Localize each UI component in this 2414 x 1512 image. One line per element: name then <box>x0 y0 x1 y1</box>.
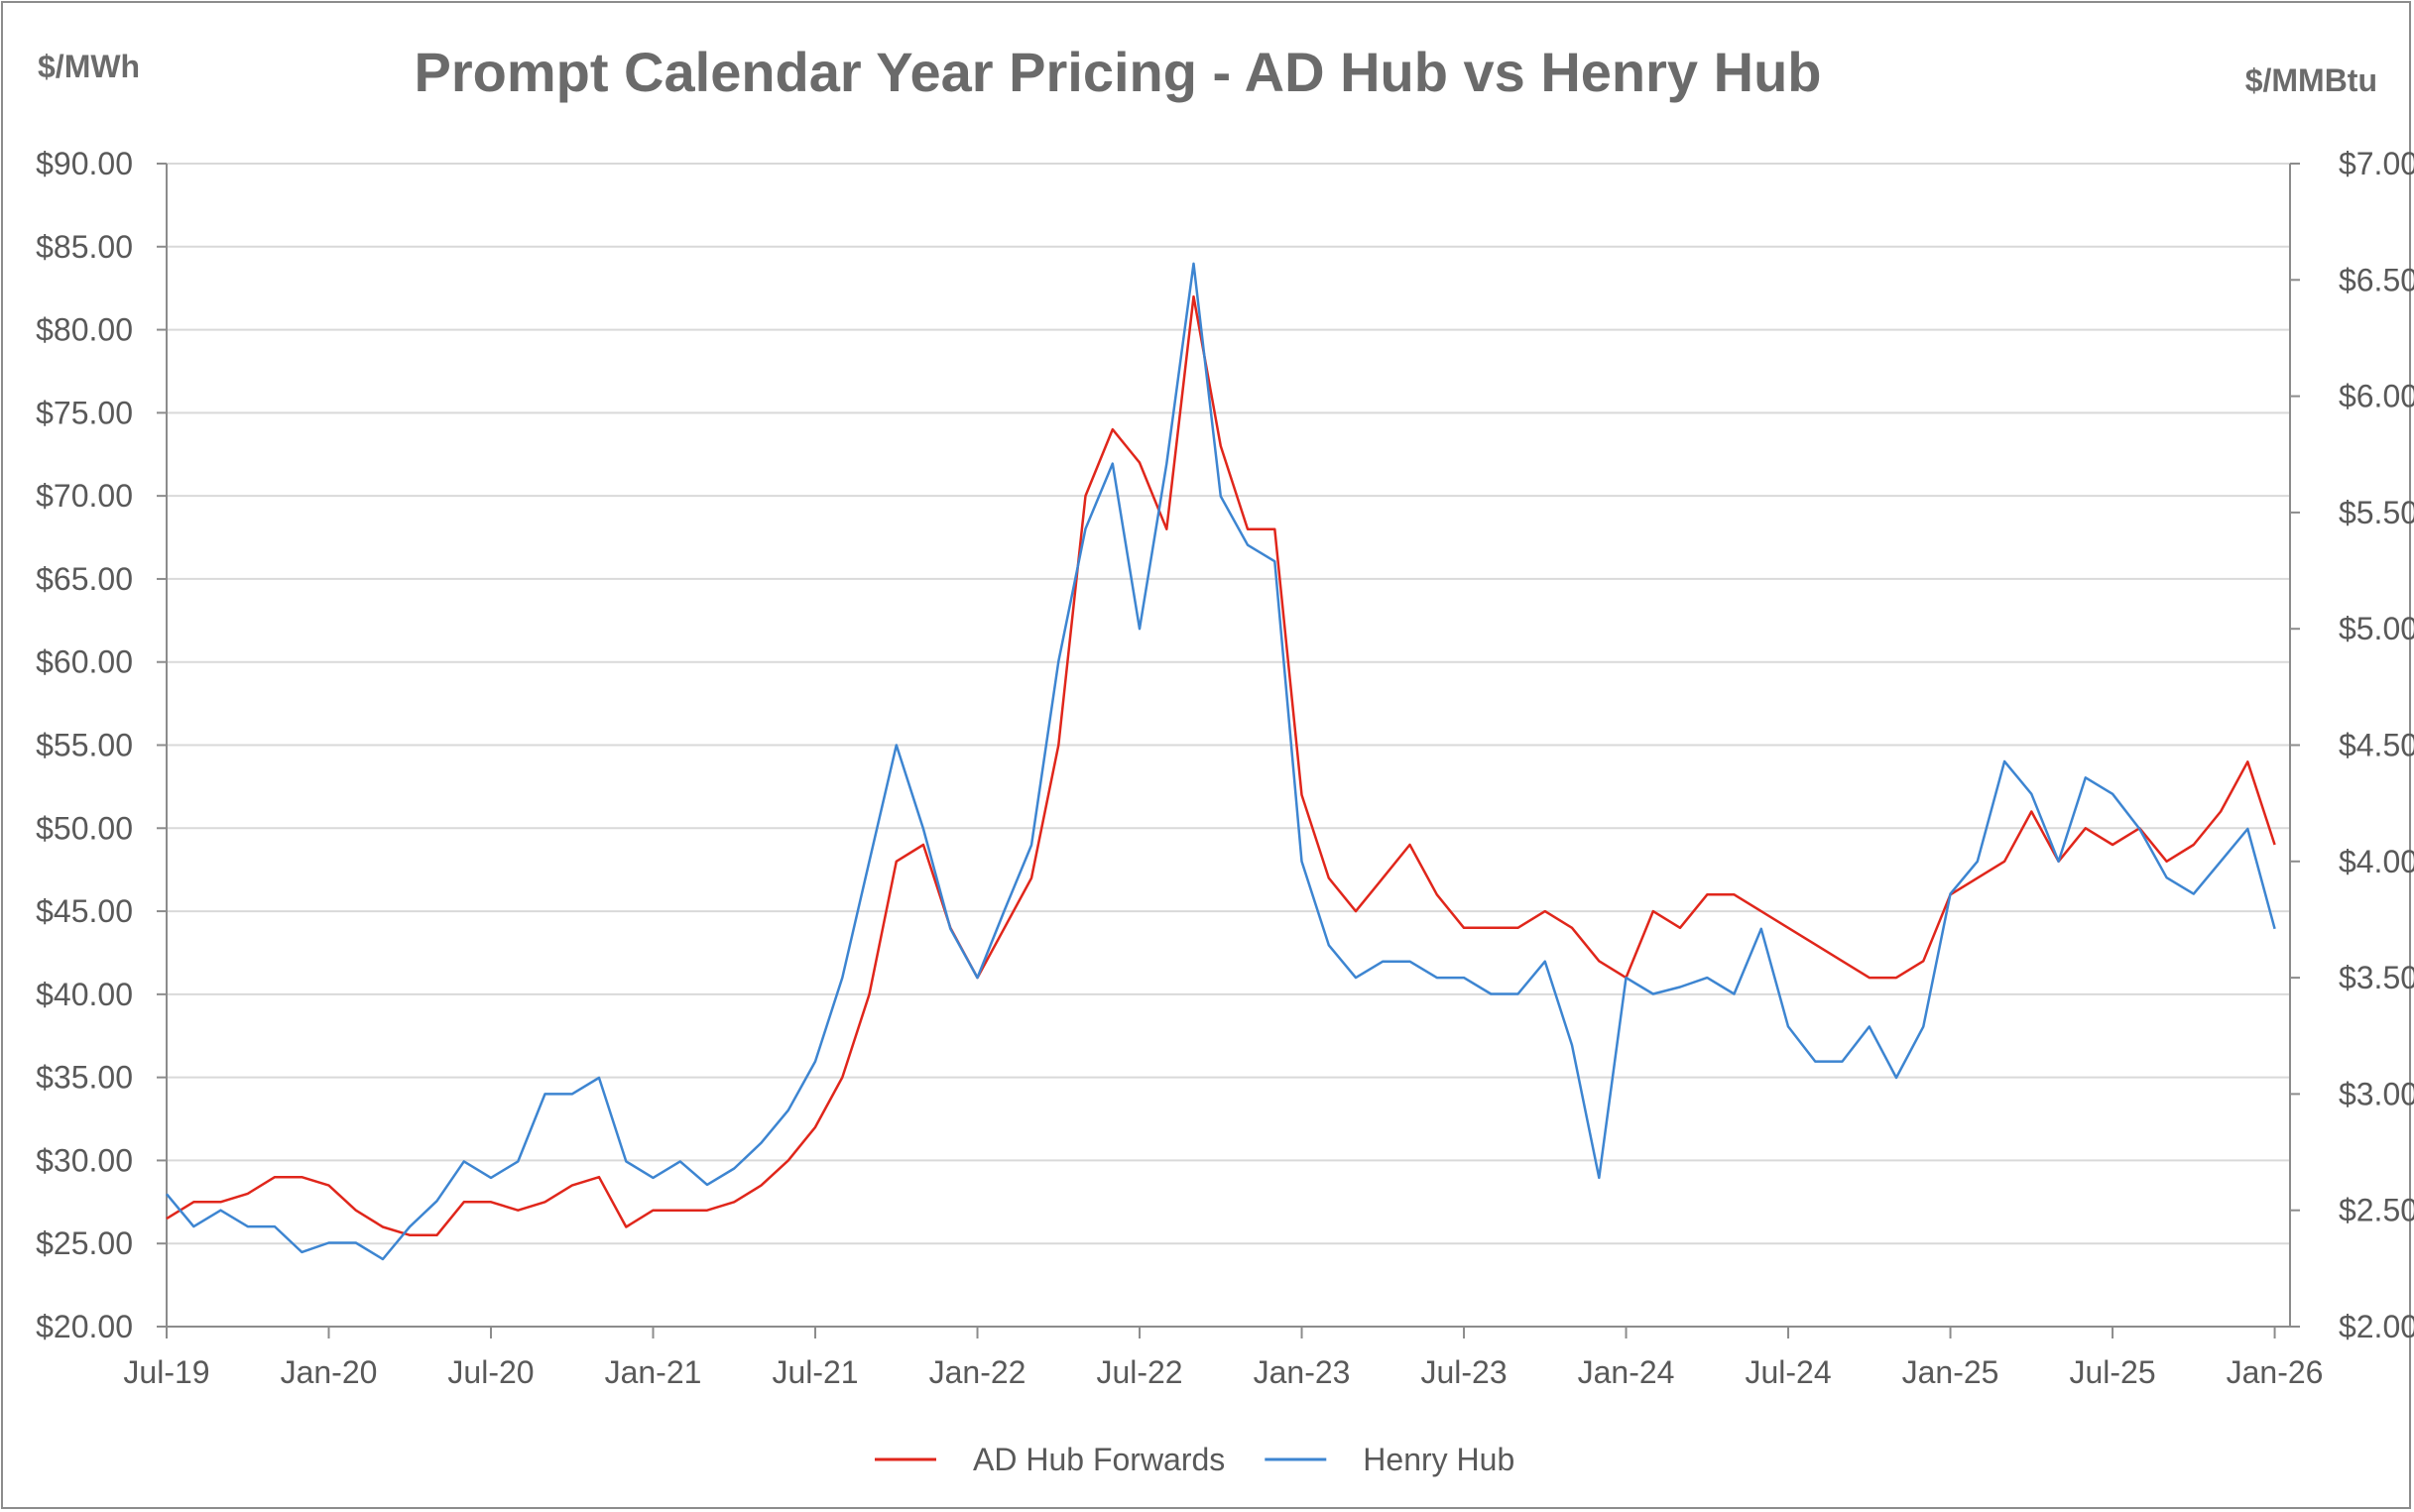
x-tick-label: Jul-20 <box>447 1354 534 1390</box>
legend-label: Henry Hub <box>1363 1442 1514 1477</box>
right-tick-label: $3.00 <box>2339 1076 2414 1111</box>
x-tick-label: Jul-25 <box>2069 1354 2155 1390</box>
right-tick-label: $3.50 <box>2339 960 2414 995</box>
left-tick-label: $20.00 <box>36 1309 133 1344</box>
left-tick-label: $75.00 <box>36 395 133 430</box>
chart-title: Prompt Calendar Year Pricing - AD Hub vs… <box>414 41 1821 103</box>
right-tick-label: $6.50 <box>2339 262 2414 297</box>
left-axis-unit: $/MWh <box>38 49 140 84</box>
right-tick-label: $7.00 <box>2339 146 2414 181</box>
x-tick-label: Jul-19 <box>123 1354 209 1390</box>
x-tick-label: Jan-25 <box>1902 1354 1999 1390</box>
x-tick-label: Jan-22 <box>929 1354 1026 1390</box>
left-tick-label: $90.00 <box>36 146 133 181</box>
series-line-ad-hub-forwards <box>166 294 2276 1237</box>
x-tick-label: Jul-22 <box>1096 1354 1182 1390</box>
legend-item: Henry Hub <box>1265 1442 1514 1477</box>
x-tick-label: Jan-21 <box>605 1354 702 1390</box>
x-tick-label: Jan-26 <box>2227 1354 2324 1390</box>
left-tick-label: $55.00 <box>36 728 133 763</box>
left-tick-label: $80.00 <box>36 312 133 348</box>
series-line-henry-hub <box>166 262 2276 1261</box>
left-tick-label: $45.00 <box>36 893 133 929</box>
left-tick-label: $35.00 <box>36 1060 133 1096</box>
left-tick-label: $30.00 <box>36 1142 133 1178</box>
right-tick-label: $5.00 <box>2339 611 2414 646</box>
axes: $20.00 $25.00 $30.00 $35.00 $40.00 $45.00 $50.… <box>36 146 2414 1390</box>
x-tick-label: Jan-23 <box>1254 1354 1351 1390</box>
legend-item: AD Hub Forwards <box>875 1442 1225 1477</box>
left-tick-label: $50.00 <box>36 810 133 846</box>
left-tick-label: $65.00 <box>36 561 133 597</box>
right-tick-label: $5.50 <box>2339 495 2414 530</box>
legend-label: AD Hub Forwards <box>973 1442 1225 1477</box>
left-tick-label: $25.00 <box>36 1225 133 1261</box>
right-tick-label: $4.50 <box>2339 728 2414 763</box>
legend: AD Hub Forwards Henry Hub <box>875 1442 1514 1477</box>
x-tick-label: Jul-21 <box>772 1354 858 1390</box>
right-tick-label: $2.00 <box>2339 1309 2414 1344</box>
right-tick-label: $4.00 <box>2339 844 2414 879</box>
x-tick-label: Jan-20 <box>281 1354 378 1390</box>
left-tick-label: $60.00 <box>36 644 133 680</box>
series-lines <box>166 262 2276 1261</box>
x-tick-label: Jan-24 <box>1578 1354 1675 1390</box>
right-tick-label: $6.00 <box>2339 379 2414 414</box>
left-tick-label: $85.00 <box>36 229 133 265</box>
x-tick-label: Jul-24 <box>1745 1354 1831 1390</box>
right-axis-unit: $/MMBtu <box>2245 62 2377 98</box>
gridlines <box>167 163 2290 1245</box>
left-tick-label: $70.00 <box>36 478 133 514</box>
right-tick-label: $2.50 <box>2339 1193 2414 1228</box>
left-tick-label: $40.00 <box>36 977 133 1012</box>
x-tick-label: Jul-23 <box>1420 1354 1507 1390</box>
